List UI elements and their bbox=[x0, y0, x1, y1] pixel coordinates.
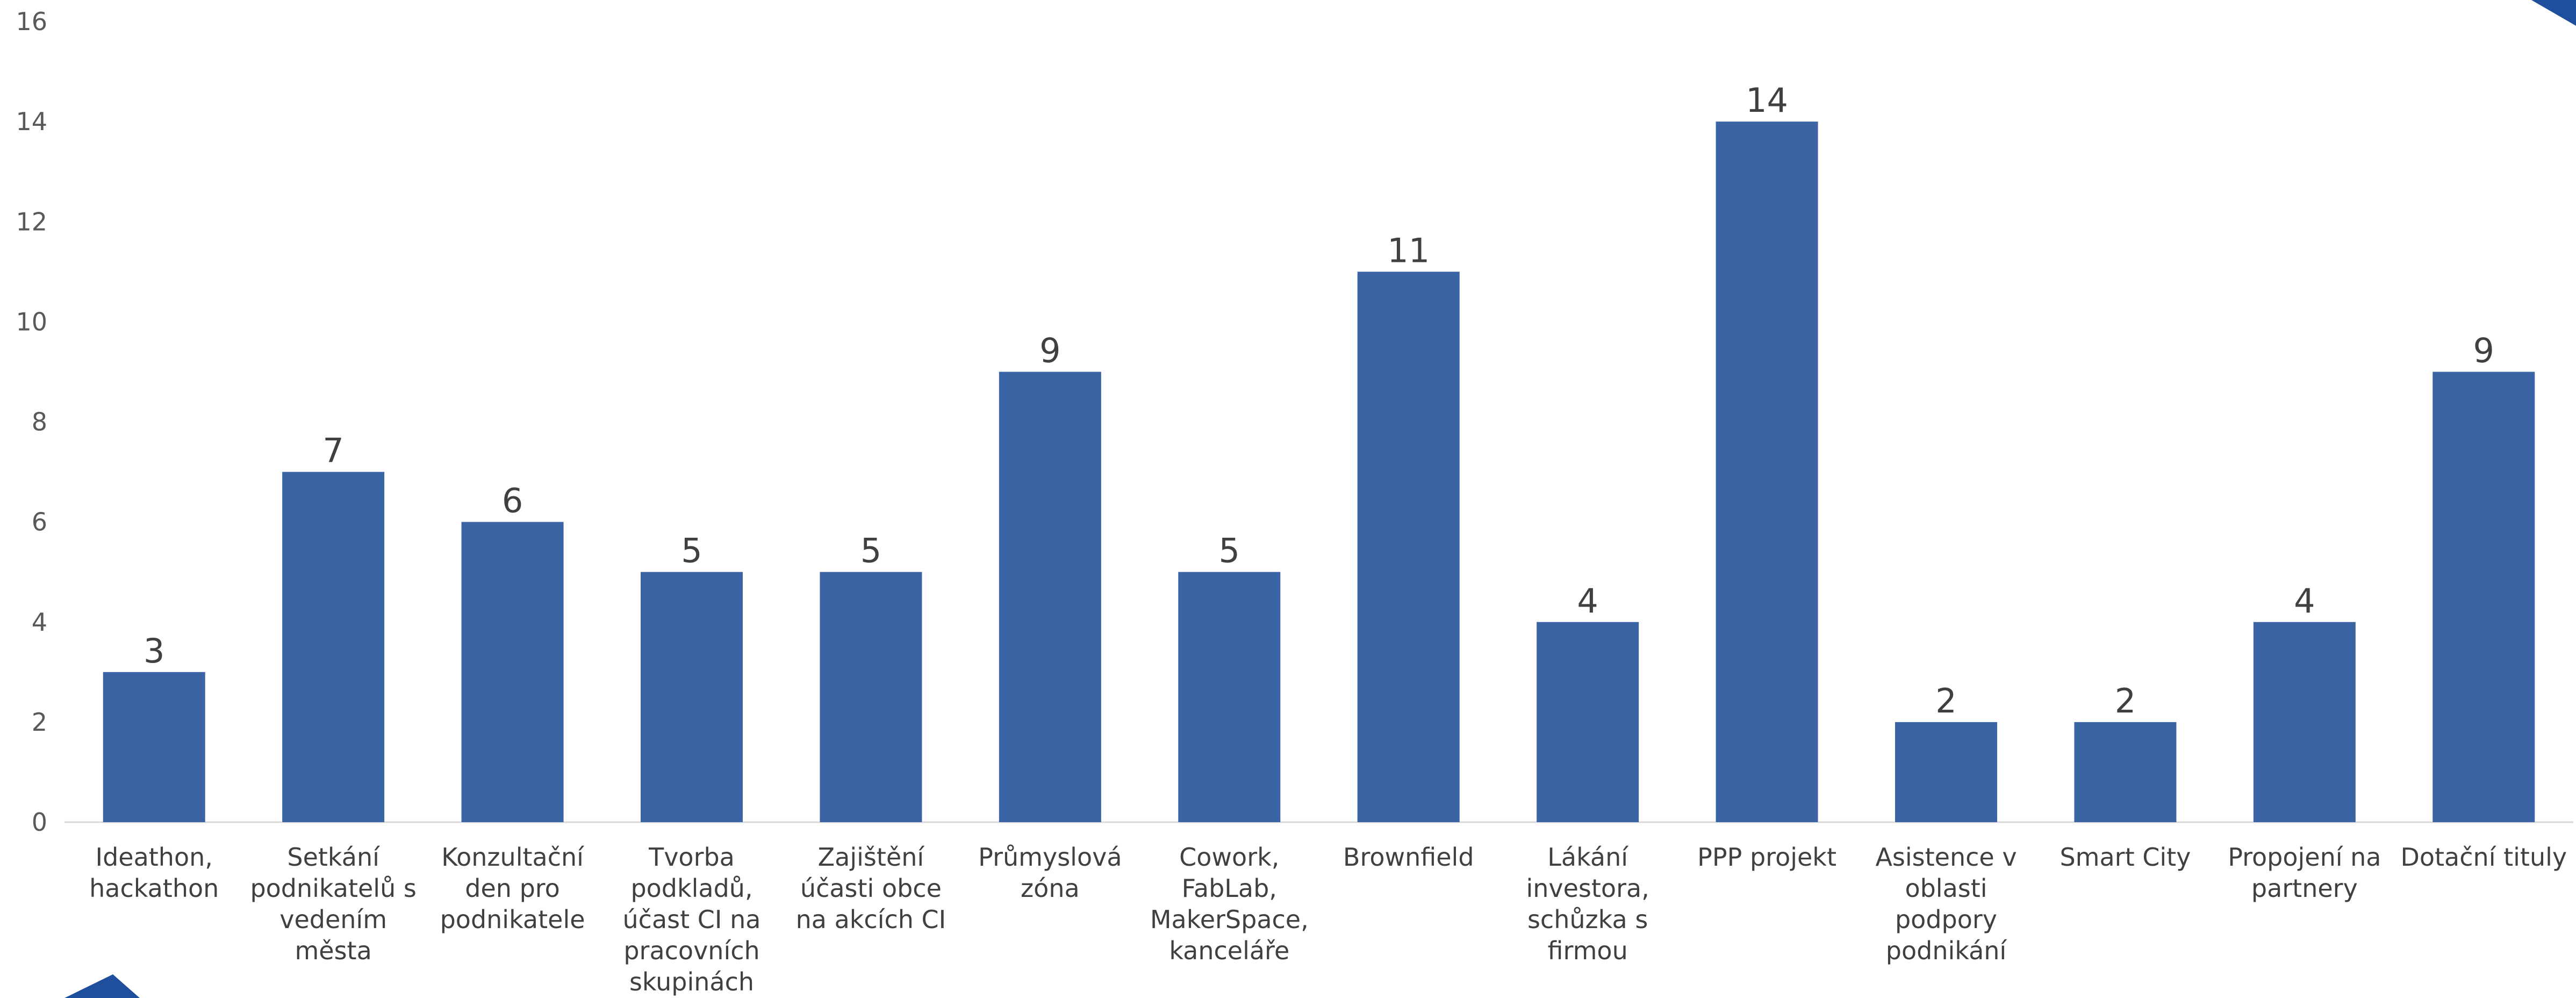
data-label: 4 bbox=[2294, 581, 2315, 621]
x-tick-label: PPP projekt bbox=[1697, 843, 1836, 872]
data-label: 4 bbox=[1577, 581, 1598, 621]
data-label: 5 bbox=[1219, 531, 1240, 571]
bar bbox=[1716, 122, 1818, 822]
y-axis: 0 2 4 6 8 10 12 14 16 bbox=[16, 7, 47, 837]
data-label: 9 bbox=[1039, 331, 1060, 370]
x-tick-label: Ideathon, hackathon bbox=[89, 843, 219, 903]
y-tick-label: 12 bbox=[16, 207, 47, 236]
data-labels: 3 7 6 5 5 9 5 11 4 14 2 2 4 9 bbox=[143, 81, 2494, 721]
bar bbox=[2253, 622, 2356, 822]
bar bbox=[103, 672, 205, 822]
x-tick-label: Cowork, FabLab, MakerSpace, kanceláře bbox=[1150, 843, 1309, 965]
x-tick-label: Dotační tituly bbox=[2400, 843, 2567, 872]
data-label: 3 bbox=[143, 631, 164, 671]
bar bbox=[461, 522, 564, 822]
data-label: 14 bbox=[1746, 81, 1788, 120]
x-tick-label: Propojení na partnery bbox=[2228, 843, 2381, 903]
x-tick-label: Brownfield bbox=[1343, 843, 1474, 872]
x-axis: Ideathon, hackathon Setkání podnikatelů s ve… bbox=[89, 843, 2567, 996]
y-tick-label: 4 bbox=[32, 608, 47, 637]
corner-decoration-top-right bbox=[2531, 0, 2576, 26]
corner-decoration-bottom-left bbox=[64, 974, 140, 998]
data-label: 9 bbox=[2473, 331, 2494, 370]
x-tick-label: Asistence v oblasti podpory podnikání bbox=[1875, 843, 2017, 965]
data-label: 2 bbox=[2115, 681, 2136, 721]
x-tick-label: Smart City bbox=[2060, 843, 2191, 872]
y-tick-label: 10 bbox=[16, 307, 47, 336]
x-tick-label: Tvorba podkladů, účast CI na pracovních skup… bbox=[623, 843, 761, 996]
data-label: 2 bbox=[1935, 681, 1956, 721]
x-tick-label: Konzultační den pro podnikatele bbox=[440, 843, 585, 934]
y-tick-label: 6 bbox=[32, 508, 47, 537]
y-tick-label: 16 bbox=[16, 7, 47, 36]
data-label: 11 bbox=[1387, 231, 1430, 270]
bar bbox=[820, 572, 922, 822]
data-label: 5 bbox=[681, 531, 702, 571]
bar bbox=[999, 372, 1101, 822]
bar bbox=[1178, 572, 1281, 822]
bars bbox=[103, 122, 2535, 822]
y-tick-label: 14 bbox=[16, 107, 47, 136]
bar bbox=[282, 472, 385, 822]
bar bbox=[1895, 722, 1997, 822]
x-tick-label: Lákání investora, schůzka s firmou bbox=[1526, 843, 1649, 965]
data-label: 5 bbox=[860, 531, 881, 571]
x-tick-label: Setkání podnikatelů s vedením města bbox=[250, 843, 416, 965]
bar bbox=[641, 572, 743, 822]
y-tick-label: 8 bbox=[32, 408, 47, 437]
bar bbox=[1537, 622, 1639, 822]
x-tick-label: Zajištění účasti obce na akcích CI bbox=[796, 843, 946, 934]
data-label: 7 bbox=[322, 431, 343, 471]
bar bbox=[1357, 272, 1460, 822]
y-tick-label: 0 bbox=[32, 808, 47, 837]
data-label: 6 bbox=[502, 481, 523, 521]
x-tick-label: Průmyslová zóna bbox=[978, 843, 1122, 903]
bar bbox=[2074, 722, 2177, 822]
bar bbox=[2433, 372, 2535, 822]
y-tick-label: 2 bbox=[32, 708, 47, 737]
